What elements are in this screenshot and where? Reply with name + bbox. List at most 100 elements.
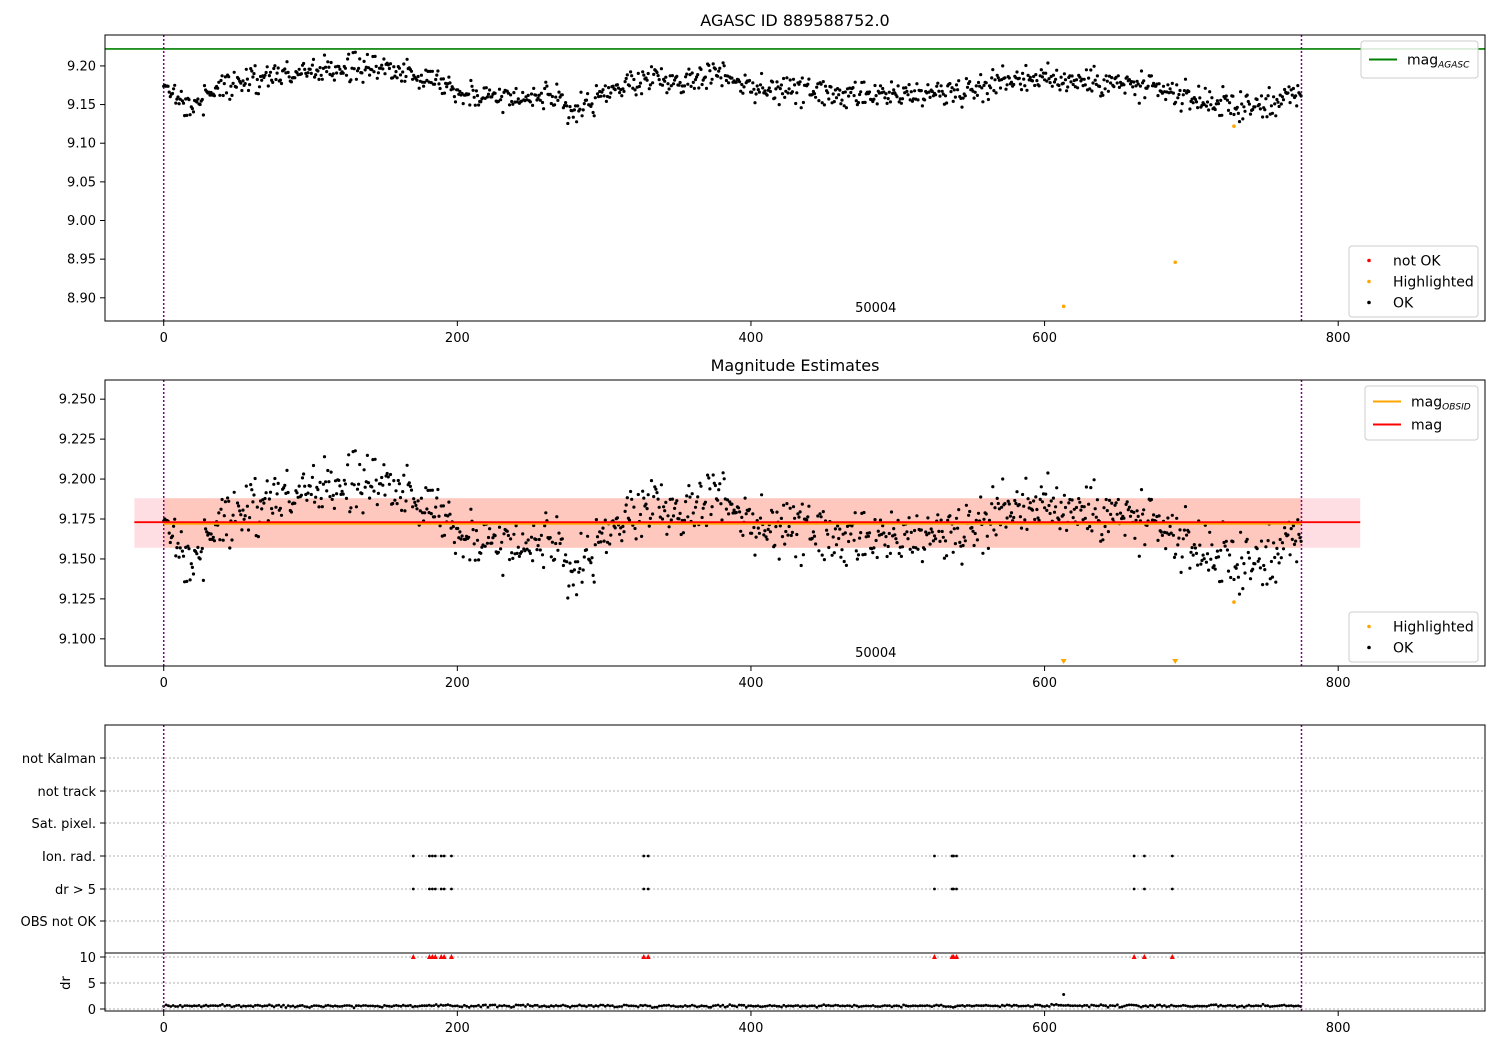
ok-point [576,104,580,108]
dr-point [657,1004,661,1008]
dr-clipped-marker [931,954,937,959]
ok-point [1032,74,1036,79]
ok-point [475,538,480,542]
ok-point [486,92,491,96]
ok-point [862,510,866,515]
dr-point [780,1005,783,1009]
ok-point [537,537,541,542]
dr-point [575,1004,579,1008]
ok-point [1276,552,1280,556]
ok-point [174,554,178,558]
ok-point [234,85,238,89]
ok-point [972,96,976,100]
ok-point [976,80,981,85]
ok-point [516,545,520,549]
dr-point [770,1004,774,1008]
axes-frame [104,34,1486,322]
ok-point [561,563,566,568]
ok-point [967,513,971,517]
ok-point [717,69,721,73]
ok-point [502,532,506,536]
ok-point [1251,107,1255,112]
ok-point [419,496,423,500]
ok-point [1299,94,1303,98]
ok-point [349,78,353,82]
ok-point [1281,547,1286,551]
ok-point [256,535,260,539]
dr-point [524,1005,527,1008]
dr-point [1137,1004,1140,1008]
ok-point [675,499,679,503]
ok-point [335,492,339,496]
ok-point [943,539,948,543]
dr-point [1132,1003,1136,1007]
ok-point [799,563,803,568]
ok-point [289,80,293,84]
ok-point [1024,63,1028,68]
ok-point [1065,89,1069,93]
ok-point [981,100,985,104]
ok-point [693,78,698,82]
ok-point [780,92,785,96]
ok-point [573,104,578,108]
ok-point [365,52,369,57]
ok-point [543,524,547,528]
ok-point [1050,84,1054,88]
ok-point [452,95,456,99]
ok-point [779,83,784,87]
ok-point [953,95,958,99]
ok-point [814,542,818,546]
dr-point [256,1003,260,1007]
ok-point [659,483,664,487]
flag-point [439,887,443,891]
ok-point [327,480,331,484]
ok-point [662,505,666,509]
ok-point [980,86,984,90]
dr-point [319,1005,323,1008]
flag-point [433,887,437,891]
ok-point [1132,80,1136,84]
dr-point [932,1004,936,1008]
ok-point [1040,500,1044,504]
ok-point [797,82,801,86]
ok-point [669,84,673,88]
ok-point [831,535,835,539]
dr-point [453,1004,457,1008]
ok-point [934,537,938,541]
dr-point [768,1003,772,1007]
ok-point [1030,508,1035,512]
ok-point [1201,553,1205,557]
ok-point [208,93,212,97]
ok-point [888,100,893,104]
ok-point [1118,80,1123,84]
dr-point [369,1004,372,1008]
ok-point [516,97,520,101]
ok-point [1189,550,1193,554]
ok-point [632,505,636,509]
ok-point [867,90,872,94]
ok-point [262,501,266,505]
ok-point [1287,85,1291,89]
ok-point [1174,552,1178,556]
ok-point [188,113,192,117]
ok-point [673,506,677,510]
ok-point [784,529,788,534]
ok-point [651,512,655,516]
ok-point [575,593,579,597]
ok-point [168,540,172,545]
ok-point [743,73,747,77]
ok-point [721,61,725,65]
ok-point [652,495,656,499]
ok-point [1290,537,1294,542]
ok-point [453,551,458,556]
ok-point [755,84,759,88]
ok-point [325,70,329,74]
ok-point [302,472,306,476]
ok-point [968,80,972,84]
ok-point [175,546,179,550]
ok-points [162,50,1303,126]
ok-point [375,76,379,80]
ok-point [528,100,533,104]
ok-point [964,77,969,81]
ok-point [593,543,597,547]
